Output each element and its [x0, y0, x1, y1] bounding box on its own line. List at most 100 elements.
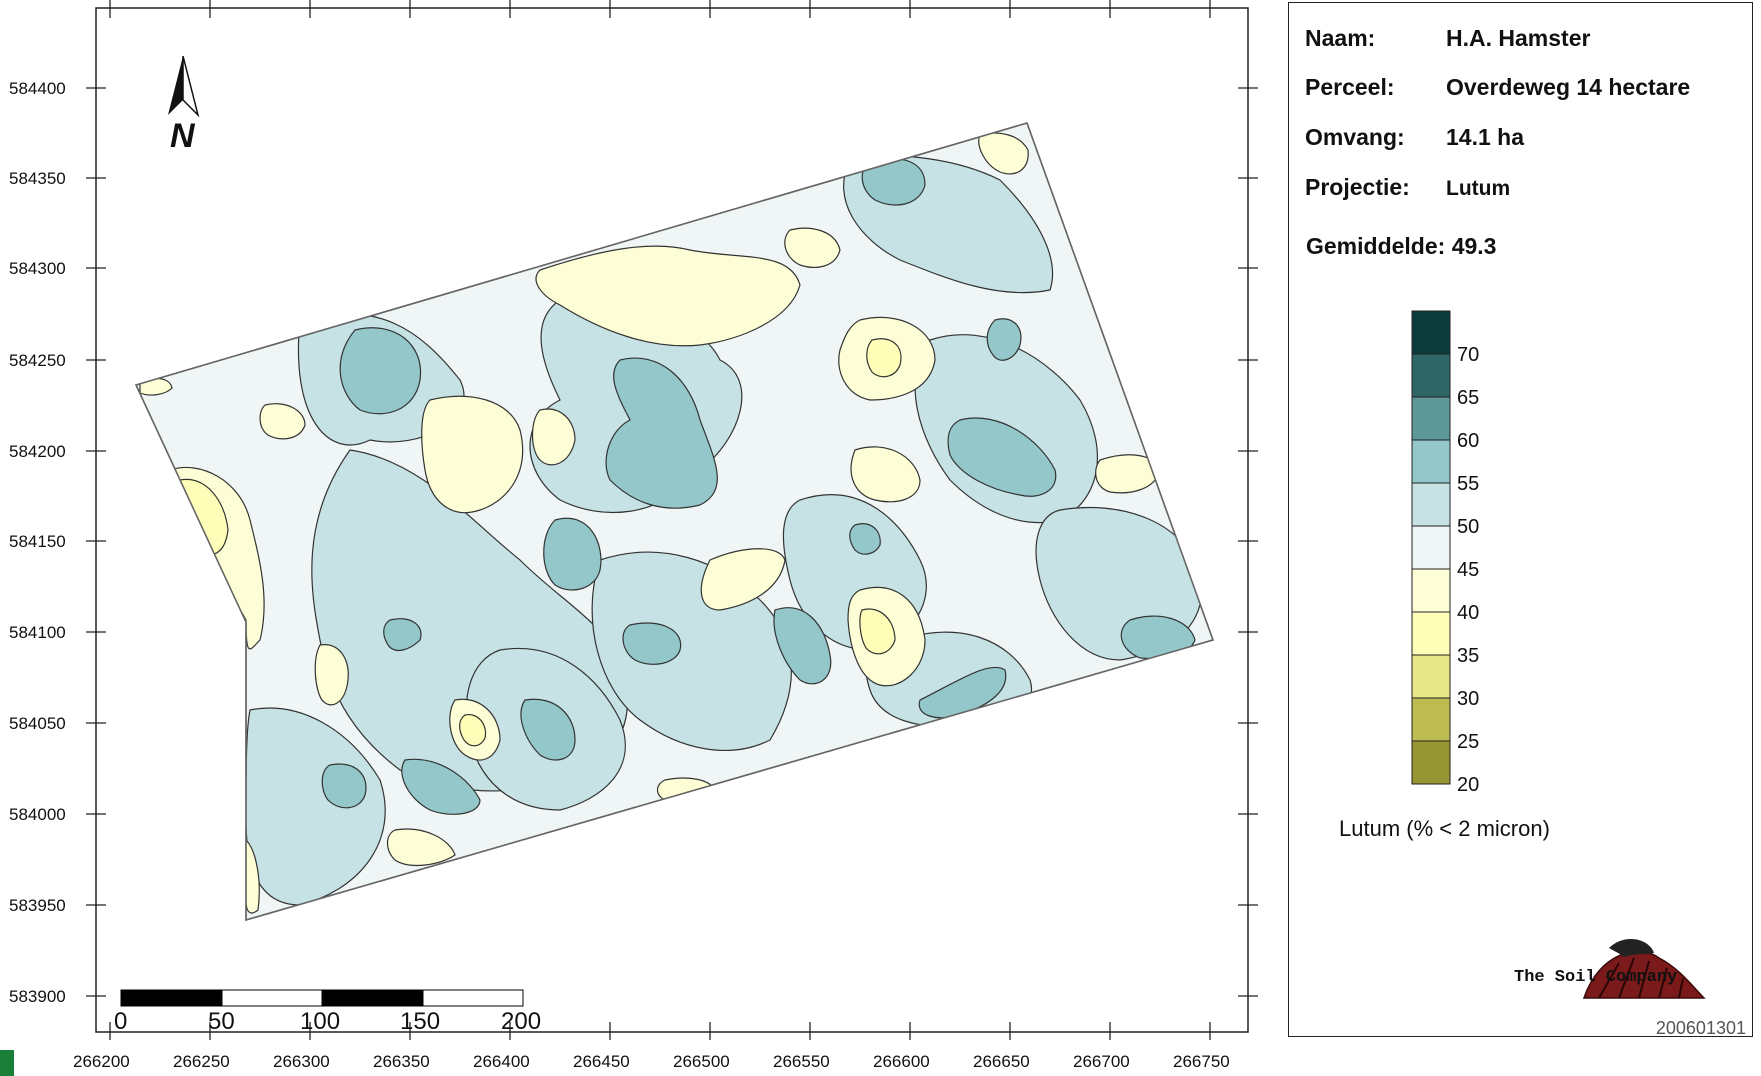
legend-color-swatch — [1411, 525, 1451, 570]
legend-class-label: 50 — [1457, 516, 1479, 538]
north-arrow: N — [168, 55, 200, 155]
scale-label: 150 — [400, 1008, 440, 1035]
x-tick-label: 266450 — [573, 1052, 630, 1071]
side-tab — [0, 1050, 14, 1076]
x-tick-label: 266650 — [973, 1052, 1030, 1071]
info-projection-row: Projectie: Lutum — [1305, 174, 1510, 201]
lutum-zone — [314, 644, 349, 706]
legend-color-swatch — [1411, 439, 1451, 484]
y-tick-label: 584200 — [9, 442, 66, 461]
legend-class-label: 20 — [1457, 774, 1479, 796]
info-parcel-value: Overdeweg 14 hectare — [1446, 74, 1691, 100]
lutum-zone — [339, 327, 422, 415]
legend-color-swatch — [1411, 568, 1451, 613]
lutum-zone — [1095, 454, 1161, 494]
company-name: The Soil Company — [1514, 968, 1678, 987]
scale-segment — [120, 989, 223, 1007]
y-tick-label: 584050 — [9, 714, 66, 733]
legend-class-label: 70 — [1457, 344, 1479, 366]
lutum-zone — [849, 523, 881, 555]
x-tick-label: 266200 — [73, 1052, 130, 1071]
info-size-key: Omvang: — [1305, 124, 1405, 150]
north-arrow-half-icon — [182, 55, 200, 118]
legend-color-swatch — [1411, 654, 1451, 699]
y-tick-label: 584350 — [9, 169, 66, 188]
map-canvas: 584400 584350 584300 584250 584200 58415… — [9, 0, 1258, 1071]
y-tick-label: 584000 — [9, 805, 66, 824]
y-tick-label: 584100 — [9, 623, 66, 642]
x-tick-label: 266550 — [773, 1052, 830, 1071]
lutum-zone — [605, 357, 718, 509]
info-name-value: H.A. Hamster — [1446, 25, 1591, 51]
lutum-zones — [139, 132, 1203, 914]
lutum-zone — [259, 403, 306, 440]
lutum-zone — [543, 517, 602, 591]
x-tick-label: 266250 — [173, 1052, 230, 1071]
legend-class-label: 30 — [1457, 688, 1479, 710]
legend-color-swatch — [1411, 482, 1451, 527]
y-tick-label: 584300 — [9, 259, 66, 278]
lutum-zone — [520, 698, 576, 761]
y-tick-label: 584400 — [9, 79, 66, 98]
x-tick-label: 266700 — [1073, 1052, 1130, 1071]
document-id: 200601301 — [1655, 1018, 1746, 1038]
y-tick-label: 584250 — [9, 351, 66, 370]
lutum-zone — [850, 446, 921, 503]
legend-color-swatch — [1411, 310, 1451, 355]
lutum-zone — [947, 417, 1057, 497]
legend-class-label: 40 — [1457, 602, 1479, 624]
company-logo-icon — [1582, 938, 1706, 999]
legend-color-swatch — [1411, 611, 1451, 656]
x-tick-label: 266350 — [373, 1052, 430, 1071]
lutum-zone — [918, 666, 1007, 719]
lutum-zone — [383, 618, 422, 652]
lutum-zone — [386, 828, 456, 866]
lutum-zone — [859, 608, 896, 655]
lutum-zone — [700, 548, 786, 611]
north-arrow-icon — [168, 56, 183, 115]
lutum-zone — [245, 838, 260, 914]
legend-class-label: 55 — [1457, 473, 1479, 495]
lutum-zone — [531, 408, 576, 466]
info-parcel-key: Perceel: — [1305, 74, 1395, 100]
legend-class-label: 45 — [1457, 559, 1479, 581]
y-axis-labels: 584400 584350 584300 584250 584200 58415… — [9, 79, 66, 1006]
lutum-zone — [421, 395, 524, 514]
info-name-row: Naam: H.A. Hamster — [1305, 25, 1590, 52]
y-tick-label: 583950 — [9, 896, 66, 915]
legend-color-swatch — [1411, 740, 1451, 785]
info-size-row: Omvang: 14.1 ha — [1305, 124, 1524, 151]
legend-class-label: 25 — [1457, 731, 1479, 753]
legend-color-swatch — [1411, 697, 1451, 742]
info-name-key: Naam: — [1305, 25, 1376, 51]
legend-class-label: 60 — [1457, 430, 1479, 452]
field-parcel — [134, 122, 1214, 921]
legend-color-swatch — [1411, 353, 1451, 398]
info-projection-value: Lutum — [1446, 177, 1511, 200]
x-tick-label: 266600 — [873, 1052, 930, 1071]
lutum-zone — [861, 157, 926, 206]
info-size-value: 14.1 ha — [1446, 124, 1524, 150]
x-tick-label: 266500 — [673, 1052, 730, 1071]
lutum-zone — [622, 622, 682, 665]
lutum-zone — [978, 132, 1029, 175]
x-tick-label: 266400 — [473, 1052, 530, 1071]
legend-color-swatch — [1411, 396, 1451, 441]
color-ramp: 70 65 60 55 50 45 40 35 30 25 20 — [1411, 310, 1479, 796]
scale-label: 200 — [501, 1008, 541, 1035]
lutum-zone — [535, 245, 801, 347]
info-parcel-row: Perceel: Overdeweg 14 hectare — [1305, 74, 1690, 101]
scale-segment — [321, 989, 424, 1007]
legend-class-label: 35 — [1457, 645, 1479, 667]
x-axis-labels: 266200 266250 266300 266350 266400 26645… — [73, 1052, 1230, 1071]
lutum-zone — [459, 713, 487, 747]
legend-title: Lutum (% < 2 micron) — [1339, 816, 1550, 841]
lutum-zone — [773, 607, 832, 685]
north-label: N — [170, 117, 196, 155]
lutum-zone — [401, 758, 481, 815]
y-tick-label: 584150 — [9, 532, 66, 551]
field-outline — [134, 122, 1214, 921]
mean-value: Gemiddelde: 49.3 — [1306, 233, 1497, 259]
lutum-zone — [986, 318, 1022, 361]
ramp-cells — [1411, 310, 1451, 785]
